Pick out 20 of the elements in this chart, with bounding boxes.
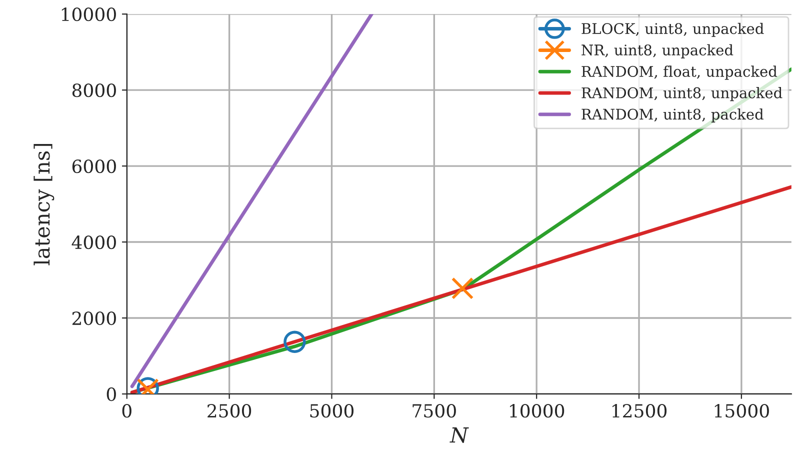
legend-label: RANDOM, float, unpacked: [582, 66, 778, 80]
y-tick-label: 8000: [72, 84, 116, 98]
x-tick-label: 0: [122, 404, 132, 418]
x-axis-title: N: [450, 427, 469, 443]
y-tick-label: 0: [106, 387, 116, 402]
legend-label: RANDOM, uint8, packed: [582, 108, 764, 123]
legend-label: NR, uint8, unpacked: [582, 44, 734, 58]
legend-label: BLOCK, uint8, unpacked: [582, 22, 764, 37]
y-tick-label: 4000: [72, 235, 116, 250]
x-tick-label: 5000: [310, 404, 354, 418]
x-tick-label: 15000: [714, 404, 769, 418]
legend-label: RANDOM, uint8, unpacked: [582, 87, 782, 102]
y-tick-label: 10000: [62, 8, 116, 22]
y-tick-label: 2000: [72, 311, 116, 326]
y-axis-title: latency [ns]: [34, 144, 54, 266]
x-tick-label: 2500: [208, 404, 252, 418]
x-tick-label: 12500: [612, 404, 667, 418]
x-tick-label: 7500: [412, 404, 456, 418]
y-tick-label: 6000: [72, 159, 116, 174]
x-tick-label: 10000: [510, 404, 564, 418]
